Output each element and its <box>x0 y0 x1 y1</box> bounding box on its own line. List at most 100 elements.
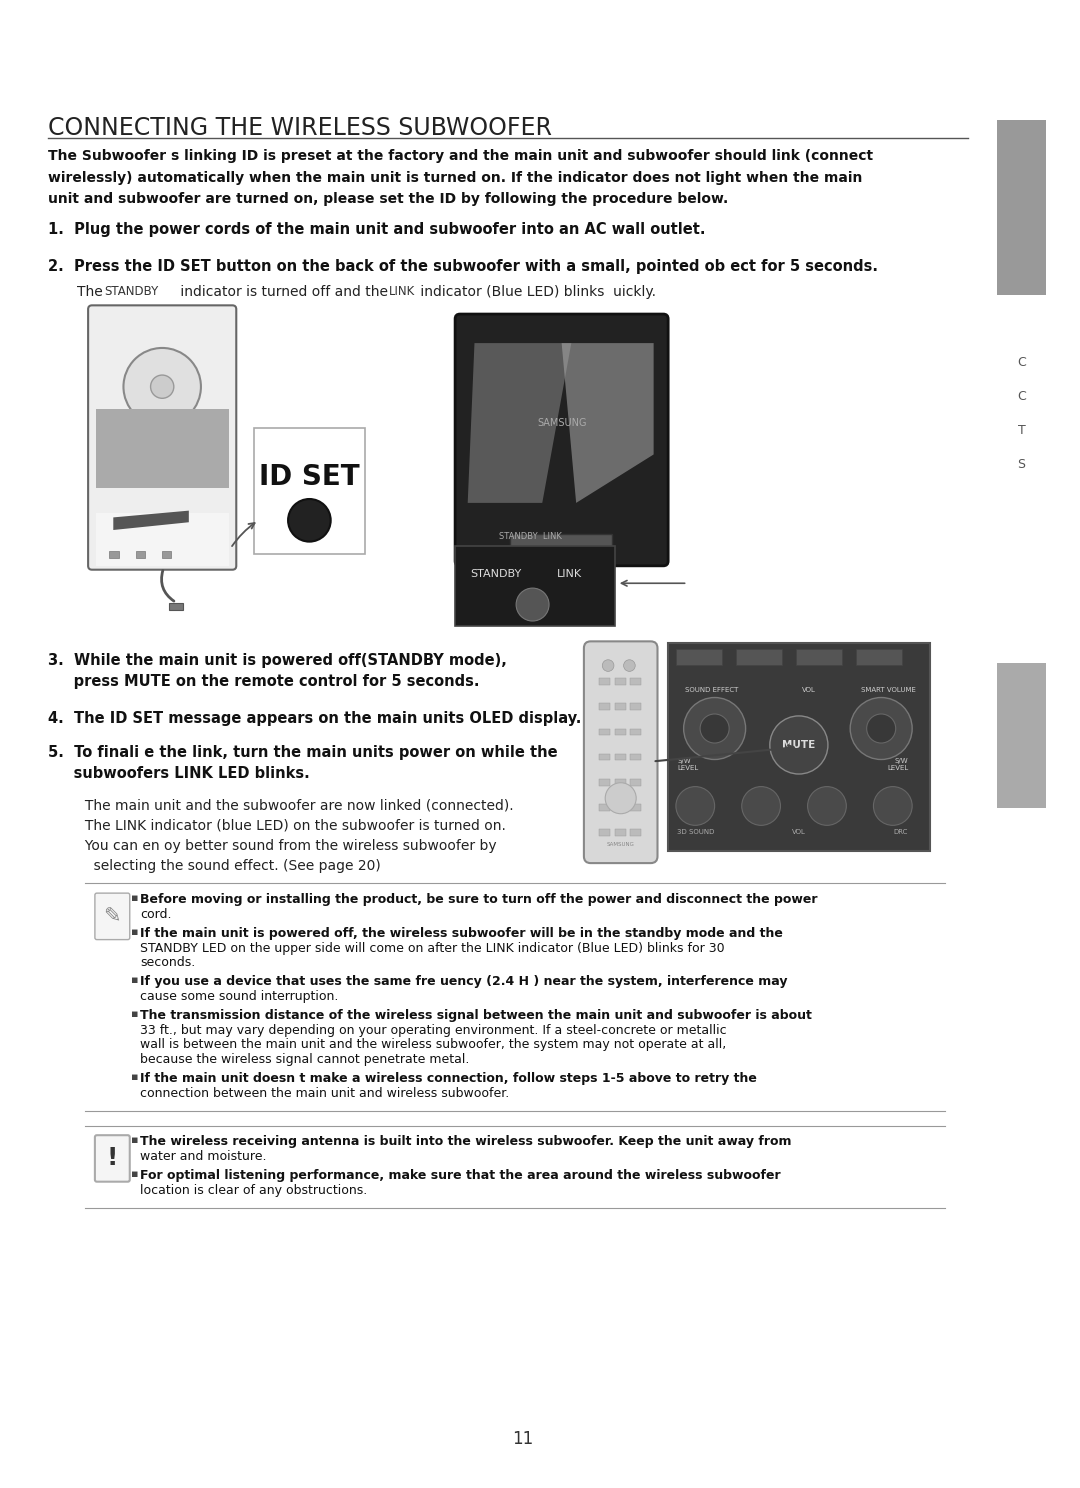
Bar <box>631 729 642 735</box>
Text: The LINK indicator (blue LED) on the subwoofer is turned on.: The LINK indicator (blue LED) on the sub… <box>63 818 505 833</box>
Text: ▪: ▪ <box>131 1009 138 1019</box>
Bar <box>599 754 610 760</box>
Text: STANDBY  LINK: STANDBY LINK <box>499 533 562 542</box>
Text: ▪: ▪ <box>131 1135 138 1146</box>
Text: If you use a device that uses the same fre uency (2.4 H ) near the system, inter: If you use a device that uses the same f… <box>140 976 788 988</box>
Bar <box>615 778 625 786</box>
Text: cord.: cord. <box>140 908 172 921</box>
Text: ✎: ✎ <box>104 906 121 927</box>
Polygon shape <box>468 344 571 503</box>
Text: The main unit and the subwoofer are now linked (connected).: The main unit and the subwoofer are now … <box>63 798 514 812</box>
Bar <box>615 754 625 760</box>
Bar <box>998 662 1045 808</box>
Text: SAMSUNG: SAMSUNG <box>607 842 635 847</box>
Text: ID SET: ID SET <box>259 463 360 491</box>
Text: seconds.: seconds. <box>140 957 195 969</box>
Text: STANDBY LED on the upper side will come on after the LINK indicator (Blue LED) b: STANDBY LED on the upper side will come … <box>140 942 725 954</box>
Text: VOL: VOL <box>792 829 806 835</box>
Circle shape <box>742 787 781 826</box>
Text: S/W
LEVEL: S/W LEVEL <box>678 757 699 771</box>
Text: indicator is turned off and the: indicator is turned off and the <box>176 286 393 299</box>
Bar <box>162 551 172 558</box>
Circle shape <box>288 498 330 542</box>
Text: Before moving or installing the product, be sure to turn off the power and disco: Before moving or installing the product,… <box>140 893 818 906</box>
Text: wall is between the main unit and the wireless subwoofer, the system may not ope: wall is between the main unit and the wi… <box>140 1039 727 1052</box>
Circle shape <box>123 348 201 426</box>
Text: selecting the sound effect. (See page 20): selecting the sound effect. (See page 20… <box>63 859 380 873</box>
Text: because the wireless signal cannot penetrate metal.: because the wireless signal cannot penet… <box>140 1054 470 1065</box>
Text: 1.  Plug the power cords of the main unit and subwoofer into an AC wall outlet.: 1. Plug the power cords of the main unit… <box>49 222 706 237</box>
Text: C: C <box>1017 390 1026 403</box>
Text: ▪: ▪ <box>131 1170 138 1178</box>
Bar <box>796 649 842 665</box>
Bar <box>631 704 642 710</box>
Text: 2.  Press the ID SET button on the back of the subwoofer with a small, pointed o: 2. Press the ID SET button on the back o… <box>49 259 878 274</box>
Text: S/W
LEVEL: S/W LEVEL <box>887 757 908 771</box>
Circle shape <box>623 659 635 671</box>
Bar <box>254 429 365 554</box>
Text: If the main unit doesn t make a wireless connection, follow steps 1-5 above to r: If the main unit doesn t make a wireless… <box>140 1073 757 1085</box>
Text: T: T <box>1017 424 1026 437</box>
Text: connection between the main unit and wireless subwoofer.: connection between the main unit and wir… <box>140 1086 510 1100</box>
Text: 11: 11 <box>512 1430 534 1448</box>
Circle shape <box>808 787 847 826</box>
Text: cause some sound interruption.: cause some sound interruption. <box>140 990 339 1003</box>
Text: CONNECTING THE WIRELESS SUBWOOFER: CONNECTING THE WIRELESS SUBWOOFER <box>49 116 552 140</box>
Bar <box>669 643 930 851</box>
Text: For optimal listening performance, make sure that the area around the wireless s: For optimal listening performance, make … <box>140 1170 781 1181</box>
Text: SMART VOLUME: SMART VOLUME <box>862 687 916 693</box>
Bar <box>631 778 642 786</box>
Text: indicator (Blue LED) blinks  uickly.: indicator (Blue LED) blinks uickly. <box>417 286 657 299</box>
FancyBboxPatch shape <box>584 641 658 863</box>
Circle shape <box>603 659 613 671</box>
Bar <box>599 679 610 684</box>
Bar <box>631 829 642 836</box>
Text: MUTE: MUTE <box>782 740 815 750</box>
Circle shape <box>874 787 913 826</box>
Bar <box>735 649 782 665</box>
Bar <box>599 778 610 786</box>
Text: ▪: ▪ <box>131 927 138 937</box>
Text: The wireless receiving antenna is built into the wireless subwoofer. Keep the un: The wireless receiving antenna is built … <box>140 1135 792 1149</box>
Text: LINK: LINK <box>389 286 416 298</box>
Bar <box>998 121 1045 295</box>
Bar <box>631 754 642 760</box>
Text: water and moisture.: water and moisture. <box>140 1150 267 1162</box>
Bar <box>676 649 723 665</box>
Bar <box>631 679 642 684</box>
Text: The Subwoofer s linking ID is preset at the factory and the main unit and subwoo: The Subwoofer s linking ID is preset at … <box>49 149 874 164</box>
Bar <box>511 534 612 561</box>
Text: SOUND EFFECT: SOUND EFFECT <box>685 687 739 693</box>
Text: VOL: VOL <box>801 687 815 693</box>
Circle shape <box>700 714 729 743</box>
Bar <box>615 729 625 735</box>
Text: STANDBY: STANDBY <box>470 568 522 579</box>
Circle shape <box>605 783 636 814</box>
FancyBboxPatch shape <box>89 305 237 570</box>
Text: unit and subwoofer are turned on, please set the ID by following the procedure b: unit and subwoofer are turned on, please… <box>49 192 729 205</box>
Bar <box>599 829 610 836</box>
Circle shape <box>150 375 174 399</box>
Text: C: C <box>1017 356 1026 369</box>
Text: STANDBY: STANDBY <box>105 286 159 298</box>
Text: 33 ft., but may vary depending on your operating environment. If a steel-concret: 33 ft., but may vary depending on your o… <box>140 1024 727 1037</box>
Bar <box>615 829 625 836</box>
FancyBboxPatch shape <box>455 314 669 565</box>
Bar <box>856 649 903 665</box>
Text: DRC: DRC <box>893 829 907 835</box>
Text: 3D SOUND: 3D SOUND <box>676 829 714 835</box>
Text: ▪: ▪ <box>131 893 138 903</box>
Text: 4.  The ID SET message appears on the main units OLED display.: 4. The ID SET message appears on the mai… <box>49 711 582 726</box>
Text: The: The <box>78 286 108 299</box>
Text: subwoofers LINK LED blinks.: subwoofers LINK LED blinks. <box>49 766 310 781</box>
Circle shape <box>866 714 895 743</box>
Text: ▪: ▪ <box>131 1073 138 1082</box>
Text: press MUTE on the remote control for 5 seconds.: press MUTE on the remote control for 5 s… <box>49 674 480 689</box>
Circle shape <box>684 698 745 759</box>
Bar <box>599 704 610 710</box>
Bar <box>631 804 642 811</box>
Bar <box>109 551 119 558</box>
FancyBboxPatch shape <box>95 893 130 939</box>
Circle shape <box>676 787 715 826</box>
Bar <box>136 551 145 558</box>
